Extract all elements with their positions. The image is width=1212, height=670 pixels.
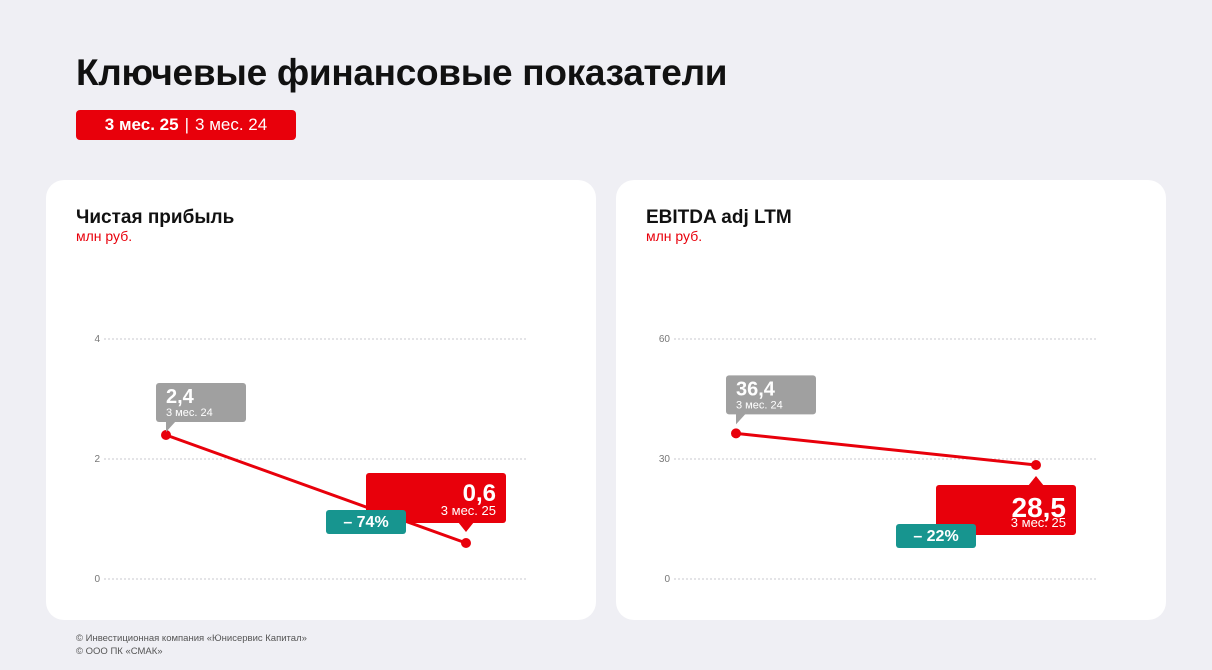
- callout-pointer: [166, 421, 176, 432]
- current-period-label: 3 мес. 25: [1011, 515, 1066, 530]
- period-current-label: 3 мес. 25: [104, 115, 179, 134]
- chart-unit: млн руб.: [76, 228, 133, 244]
- chart-title: EBITDA adj LTM: [646, 207, 792, 228]
- current-value-label: 0,6: [463, 480, 496, 507]
- previous-period-label: 3 мес. 24: [736, 399, 783, 411]
- previous-period-label: 3 мес. 24: [166, 407, 213, 419]
- period-legend: 3 мес. 25 | 3 мес. 24: [76, 110, 296, 140]
- previous-value-callout: [156, 383, 246, 422]
- current-value-callout: [936, 485, 1076, 535]
- series-line: [734, 431, 1038, 467]
- period-separator: |: [184, 115, 190, 134]
- footer-copyright-2: © ООО ПК «СМАК»: [76, 645, 163, 657]
- callout-pointer: [1028, 476, 1044, 486]
- data-point: [731, 428, 741, 439]
- data-point: [461, 538, 471, 548]
- footer-copyright-1: © Инвестиционная компания «Юнисервис Кап…: [76, 633, 307, 644]
- y-tick-label: 0: [94, 574, 100, 585]
- y-tick-label: 4: [94, 334, 100, 345]
- y-tick-label: 0: [664, 574, 670, 585]
- previous-value-callout: [726, 375, 816, 415]
- y-tick-label: 2: [94, 454, 100, 465]
- current-value-label: 28,5: [1012, 492, 1067, 523]
- callout-pointer: [458, 522, 474, 532]
- change-label: – 74%: [343, 514, 388, 531]
- y-tick-label: 30: [659, 454, 671, 465]
- current-period-label: 3 мес. 25: [441, 503, 496, 518]
- chart-title: Чистая прибыль: [76, 207, 235, 228]
- previous-value-label: 2,4: [166, 386, 195, 408]
- net-profit-card: Чистая прибыль млн руб. 0 2 4 2,4 3 мес. 24 0…: [46, 180, 596, 620]
- y-tick-label: 60: [659, 334, 671, 345]
- previous-value-label: 36,4: [736, 378, 776, 400]
- ebitda-card: EBITDA adj LTM млн руб. 0 30 60 36,4 3 мес. …: [616, 180, 1166, 620]
- chart-unit: млн руб.: [646, 228, 703, 244]
- callout-pointer: [736, 413, 746, 425]
- change-badge: [896, 524, 976, 548]
- series-line: [164, 433, 468, 545]
- footer: © Инвестиционная компания «Юнисервис Кап…: [76, 633, 307, 658]
- data-point: [161, 430, 171, 440]
- period-previous-label: 3 мес. 24: [195, 115, 268, 134]
- change-label: – 22%: [913, 528, 958, 545]
- ebitda-chart: 0 30 60 36,43 мес. 24 28,53 мес. 25 – 22%: [659, 334, 1098, 585]
- data-point: [1031, 460, 1041, 470]
- page-title: Ключевые финансовые показатели: [76, 52, 728, 93]
- net-profit-chart: 0 2 4 2,43 мес. 24 0,63 мес. 25 – 74%: [94, 334, 528, 585]
- change-badge: [326, 510, 406, 534]
